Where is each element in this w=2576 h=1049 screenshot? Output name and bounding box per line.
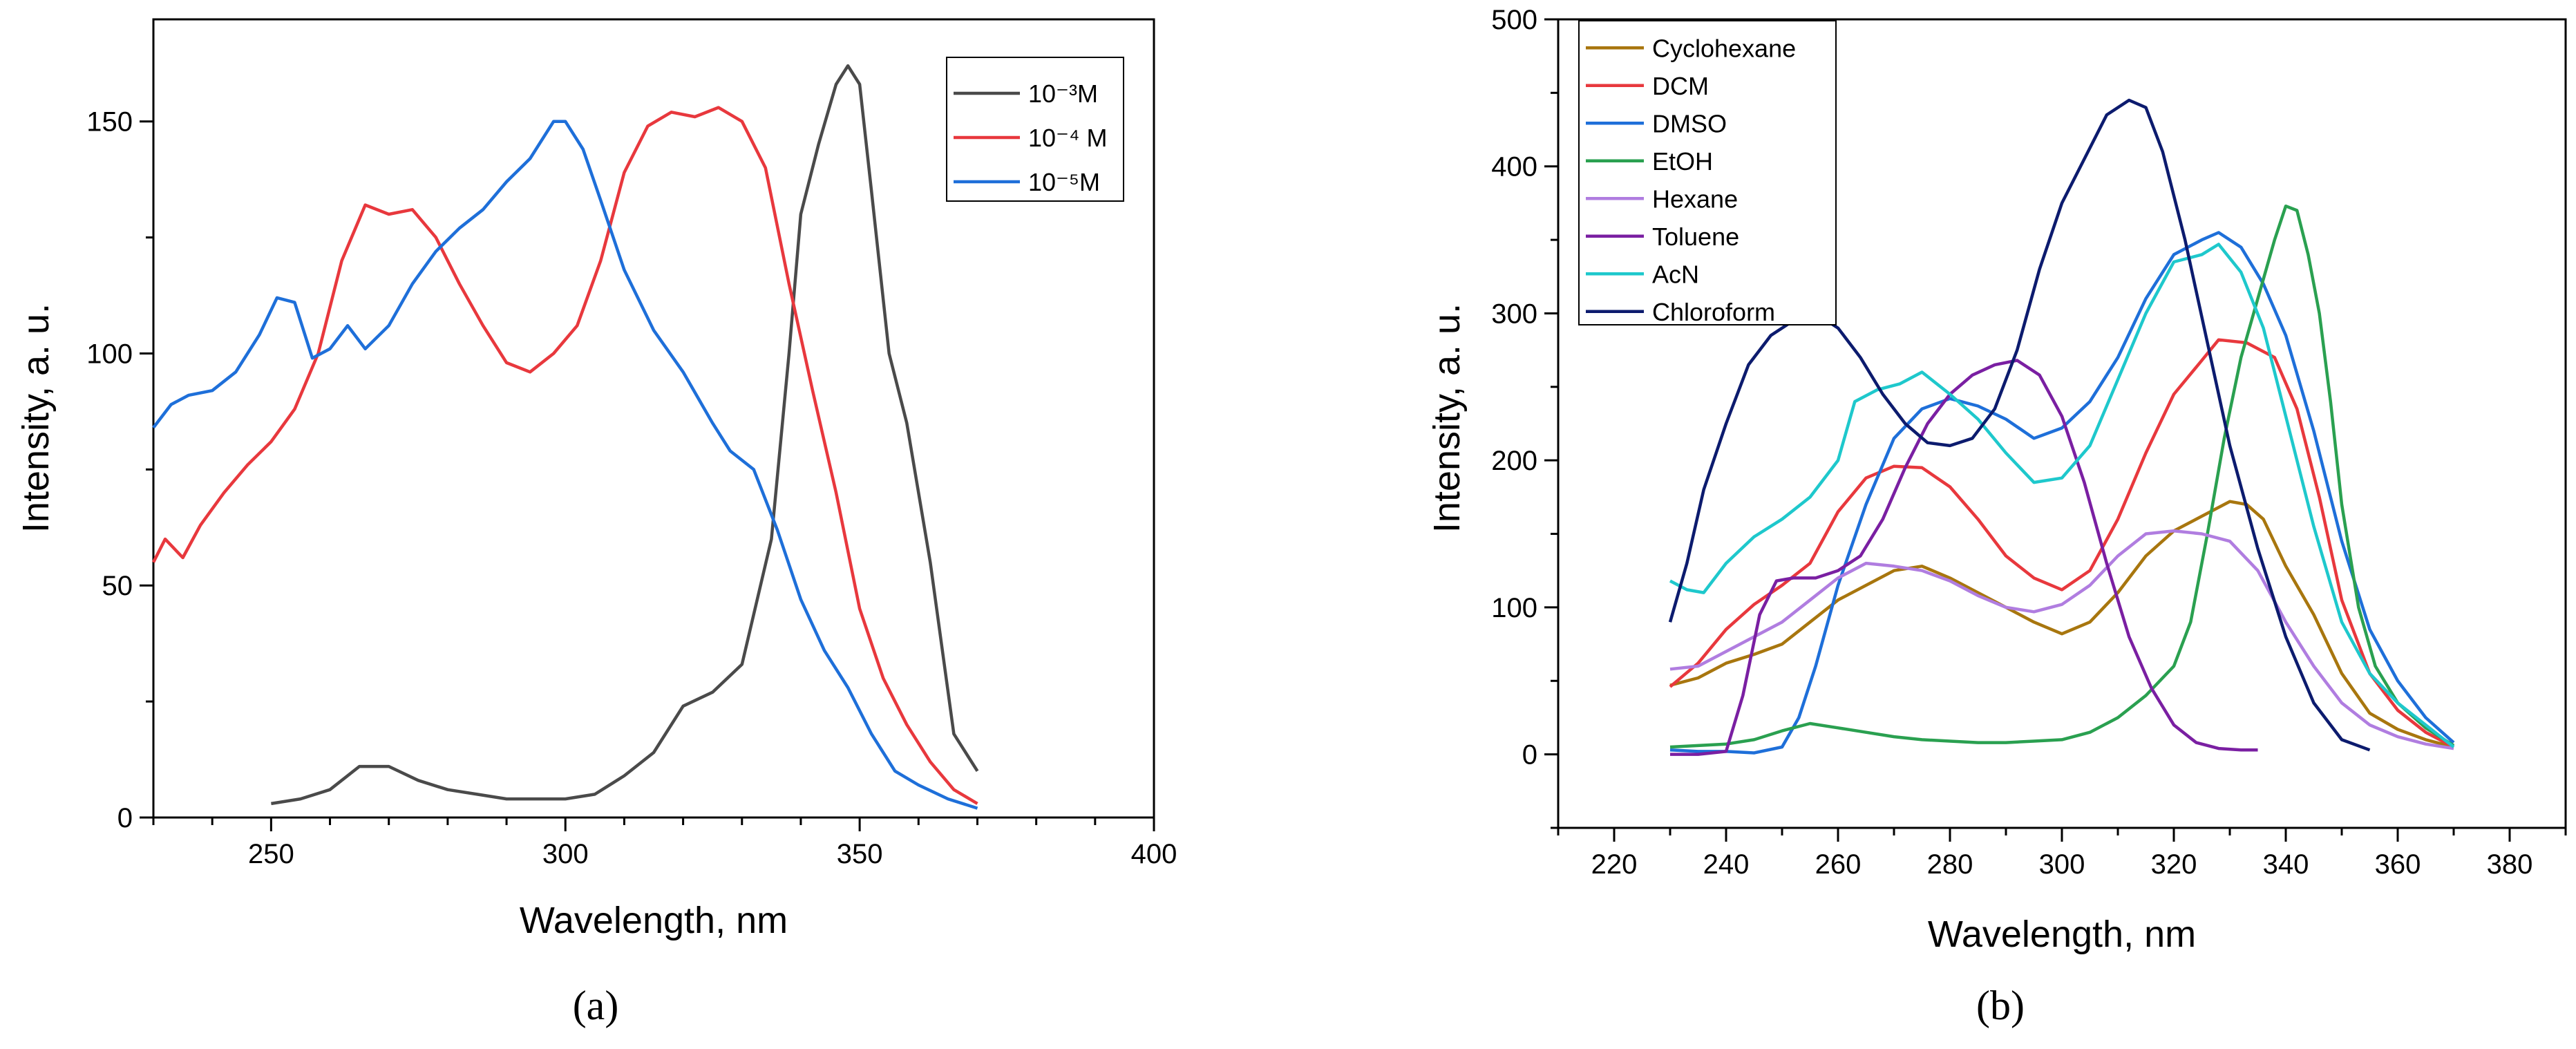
chart-b-x-tick-label: 300 <box>2039 849 2085 880</box>
chart-a-x-tick-label: 400 <box>1131 839 1177 869</box>
chart-b-panel-label: (b) <box>1976 983 2025 1028</box>
chart-b-legend-label-1: DCM <box>1652 72 1709 100</box>
chart-b-series-line-6 <box>1669 243 2455 748</box>
chart-b-series-line-1 <box>1669 338 2455 748</box>
chart-a-x-tick-label: 300 <box>542 839 589 869</box>
chart-b-legend-label-0: Cyclohexane <box>1652 34 1796 62</box>
chart-a-legend: 10⁻³M 10⁻⁴ M 10⁻⁵M <box>946 57 1124 202</box>
chart-a-legend-label-1: 10⁻⁴ M <box>1028 124 1108 152</box>
chart-b-series-line-3 <box>1669 204 2455 749</box>
chart-a-series-line-1 <box>151 106 978 805</box>
chart-b-x-tick-label: 240 <box>1703 849 1750 880</box>
chart-b-y-tick-label: 200 <box>1491 446 1537 476</box>
chart-b-ticks: 220 240 260 280 300 320 340 360 380 0 100 200 300 400… <box>1491 5 2567 880</box>
chart-b-x-axis-title: Wavelength, nm <box>1928 914 2196 955</box>
chart-b-x-tick-label: 220 <box>1591 849 1638 880</box>
chart-b-y-tick-label: 300 <box>1491 299 1537 329</box>
chart-b-series-line-5 <box>1670 359 2258 756</box>
chart-a-y-tick-label: 100 <box>86 339 133 369</box>
chart-b-legend-label-7: Chloroform <box>1652 298 1775 326</box>
chart-b-legend-label-2: DMSO <box>1652 109 1727 138</box>
chart-a-series <box>151 64 979 810</box>
chart-b-series-line-0 <box>1669 500 2454 749</box>
chart-a-panel-label: (a) <box>573 983 619 1028</box>
chart-a-series-line-2 <box>152 120 978 810</box>
chart-a-y-tick-label: 0 <box>117 803 133 833</box>
chart-a-legend-label-2: 10⁻⁵M <box>1028 168 1100 196</box>
chart-a-series-line-0 <box>271 64 979 806</box>
chart-b-y-tick-label: 500 <box>1491 5 1537 35</box>
chart-b-legend-label-6: AcN <box>1652 260 1699 288</box>
chart-b-x-tick-label: 360 <box>2375 849 2421 880</box>
chart-b-legend-label-4: Hexane <box>1652 185 1738 213</box>
chart-b-x-tick-label: 340 <box>2263 849 2309 880</box>
chart-b-series-line-7 <box>1668 98 2371 752</box>
chart-b-series <box>1668 98 2455 756</box>
chart-b-legend-label-5: Toluene <box>1652 223 1739 251</box>
chart-b-y-axis-title: Intensity, a. u. <box>1426 303 1468 533</box>
chart-b-x-tick-label: 320 <box>2151 849 2197 880</box>
chart-b-y-tick-label: 0 <box>1522 740 1537 771</box>
chart-a-x-tick-label: 250 <box>248 839 294 869</box>
chart-a-y-axis-title: Intensity, a. u. <box>15 303 57 533</box>
chart-b-legend-label-3: EtOH <box>1652 147 1713 176</box>
chart-b: 220 240 260 280 300 320 340 360 380 0 100 200 300 400… <box>1426 5 2567 1028</box>
chart-a-legend-frame <box>946 57 1124 202</box>
chart-b-series-line-4 <box>1669 529 2454 750</box>
chart-b-y-tick-label: 100 <box>1491 593 1537 623</box>
chart-a-x-axis-title: Wavelength, nm <box>520 900 788 941</box>
chart-a-legend-label-0: 10⁻³M <box>1028 79 1098 108</box>
chart-b-y-tick-label: 400 <box>1491 152 1537 182</box>
chart-b-series-line-2 <box>1669 231 2455 755</box>
chart-b-legend: Cyclohexane DCM DMSO EtOH Hexane Toluene AcN Ch… <box>1578 20 1837 326</box>
chart-a-ticks: 250 300 350 400 0 50 100 150 <box>86 107 1177 869</box>
chart-b-x-tick-label: 380 <box>2487 849 2533 880</box>
chart-b-x-tick-label: 280 <box>1927 849 1973 880</box>
chart-a-plot-frame <box>152 18 1155 819</box>
chart-a-x-tick-label: 350 <box>837 839 883 869</box>
chart-a-y-tick-label: 50 <box>102 571 133 601</box>
chart-b-x-tick-label: 260 <box>1815 849 1862 880</box>
chart-a-y-tick-label: 150 <box>86 107 133 138</box>
chart-a: 250 300 350 400 0 50 100 150 Wavelength, nm Int… <box>15 18 1177 1028</box>
